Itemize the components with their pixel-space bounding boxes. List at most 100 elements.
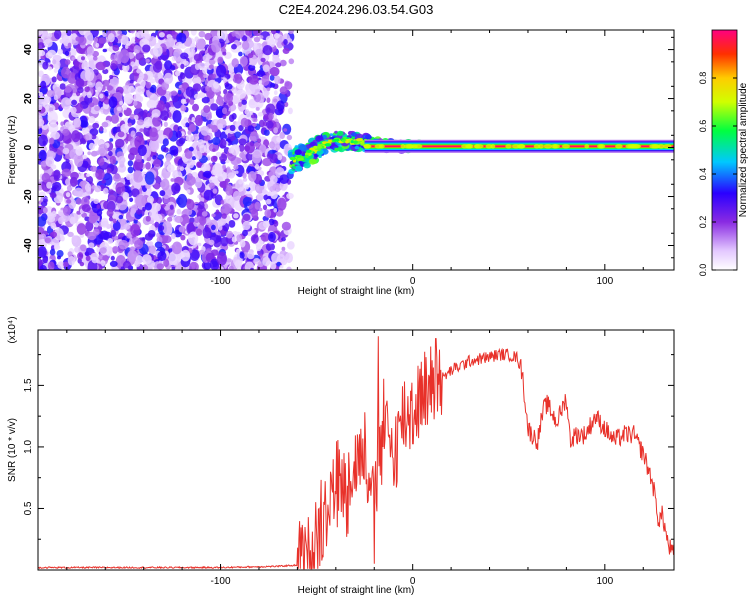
noise-blob [74, 246, 81, 253]
noise-blob [98, 37, 107, 44]
noise-blob [194, 114, 203, 127]
noise-blob [263, 129, 270, 136]
noise-blob [144, 211, 149, 216]
noise-blob [117, 30, 123, 35]
noise-blob [127, 160, 134, 167]
noise-blob [228, 220, 236, 228]
noise-blob [199, 216, 207, 226]
noise-blob [270, 262, 277, 270]
noise-blob [112, 44, 120, 52]
noise-blob [85, 220, 94, 232]
carrier-node [584, 144, 590, 149]
noise-blob [47, 66, 53, 71]
noise-blob [242, 229, 248, 237]
noise-blob [60, 121, 64, 126]
noise-blob [75, 146, 83, 156]
noise-blob [118, 112, 123, 118]
noise-blob [66, 185, 73, 192]
noise-blob [62, 128, 70, 136]
noise-blob [252, 123, 257, 127]
noise-blob [184, 150, 193, 159]
noise-blob [136, 30, 144, 39]
noise-blob [256, 244, 262, 252]
noise-blob [279, 59, 287, 67]
noise-blob [45, 52, 53, 59]
noise-blob [199, 144, 207, 154]
noise-blob [97, 157, 105, 166]
noise-blob [183, 117, 188, 122]
noise-blob [192, 83, 202, 92]
noise-blob [171, 241, 183, 255]
noise-blob [136, 119, 144, 126]
noise-blob [133, 174, 143, 183]
noise-blob [216, 96, 225, 106]
noise-blob [146, 195, 154, 204]
noise-blob [266, 120, 274, 129]
noise-blob [162, 235, 172, 244]
noise-blob [208, 143, 219, 152]
noise-blob [127, 85, 136, 94]
noise-blob [209, 258, 220, 270]
noise-blob [265, 242, 275, 252]
noise-blob [156, 263, 165, 270]
noise-blob [262, 204, 268, 211]
noise-blob [122, 104, 128, 111]
noise-blob [88, 215, 97, 224]
noise-blob [38, 216, 47, 227]
noise-blob [101, 220, 109, 227]
noise-blob [129, 79, 134, 84]
y-tick-label: -40 [23, 238, 34, 253]
noise-blob [127, 250, 138, 262]
noise-blob [233, 164, 239, 170]
noise-blob [199, 197, 205, 203]
noise-blob [223, 92, 233, 104]
carrier-node [615, 144, 623, 149]
noise-blob [242, 213, 251, 221]
noise-blob [288, 30, 294, 35]
track-blob [337, 146, 343, 151]
noise-blob [180, 104, 187, 112]
noise-blob [135, 194, 146, 208]
noise-blob [269, 74, 275, 81]
noise-blob [277, 197, 287, 211]
noise-blob [266, 87, 271, 91]
noise-blob [262, 158, 272, 167]
noise-blob [244, 261, 255, 270]
noise-blob [52, 181, 62, 192]
noise-blob [203, 74, 209, 79]
carrier-node [649, 144, 659, 149]
noise-blob [234, 30, 245, 39]
noise-blob [69, 176, 78, 187]
noise-blob [87, 151, 92, 156]
noise-blob [175, 130, 182, 139]
noise-blob [264, 209, 272, 218]
track-blob [334, 147, 339, 152]
noise-blob [175, 70, 181, 77]
noise-blob [248, 64, 256, 71]
noise-blob [242, 172, 247, 179]
noise-blob [152, 159, 162, 168]
noise-blob [56, 145, 65, 156]
track-core-blob [304, 152, 309, 156]
noise-blob [135, 209, 143, 215]
noise-blob [211, 224, 216, 231]
noise-blob [180, 98, 186, 105]
noise-blob [173, 48, 184, 62]
track-blob [309, 141, 316, 147]
noise-blob [102, 68, 109, 75]
noise-blob [142, 109, 149, 119]
noise-blob [148, 241, 154, 247]
noise-blob [135, 154, 143, 163]
noise-blob [247, 53, 254, 59]
noise-blob [38, 104, 43, 111]
noise-blob [116, 106, 122, 112]
noise-blob [212, 73, 217, 79]
noise-blob [115, 138, 125, 148]
noise-blob [231, 113, 237, 120]
noise-blob [80, 137, 86, 144]
noise-blob [238, 125, 244, 132]
noise-blob [40, 80, 47, 89]
noise-blob [236, 234, 243, 243]
noise-blob [197, 170, 206, 179]
noise-blob [134, 159, 144, 171]
